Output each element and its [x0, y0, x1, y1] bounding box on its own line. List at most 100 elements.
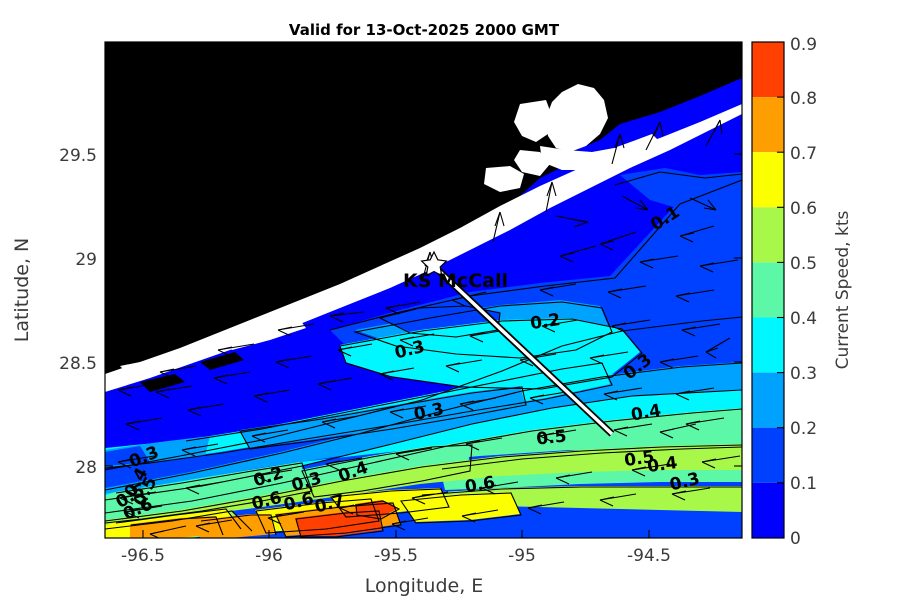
lagoon-sliver-2 [225, 320, 306, 350]
vector-arrow [545, 181, 557, 213]
vector-arrow [675, 387, 715, 401]
vector-arrow [705, 119, 723, 147]
band-0.7-0.8-sw [130, 516, 222, 538]
vector-arrow [385, 301, 421, 315]
colorbar-tick-label: 0.5 [790, 254, 817, 274]
colorbar-tick-label: 0.1 [790, 474, 817, 494]
vector-arrow [125, 417, 163, 431]
colorbar-tick-label: 0.7 [790, 144, 817, 164]
vector-arrow [267, 511, 305, 525]
vector-arrow [195, 519, 233, 533]
colorbar-ticks [777, 96, 784, 484]
vector-arrow [599, 231, 637, 251]
colorbar: 0.9 0.8 0.7 0.6 0.5 0.4 0.3 0.2 0.1 0 Cu… [751, 35, 853, 549]
colorbar-swatch [752, 42, 784, 98]
vector-arrow [185, 481, 223, 495]
vector-arrow [181, 443, 219, 457]
current-vector-field [117, 119, 741, 538]
vector-arrow [529, 391, 567, 405]
vector-arrow [639, 255, 679, 269]
band-0.5-0.6-se2 [440, 488, 742, 508]
y-tick-label: 28 [75, 458, 97, 478]
vector-arrow [599, 493, 637, 507]
vector-arrow [459, 397, 497, 411]
band-0.1-0.2-corner [620, 168, 742, 215]
vector-arrow [675, 289, 715, 303]
vector-arrow [317, 377, 353, 391]
vector-arrow [611, 319, 651, 333]
colorbar-swatch [752, 207, 784, 263]
band-0.2-0.3-inner [240, 386, 525, 448]
colorbar-tick-label: 0.2 [790, 419, 817, 439]
vector-arrow [701, 455, 741, 469]
colorbar-frame [751, 41, 785, 539]
vector-arrow [705, 337, 731, 359]
vector-arrow [681, 323, 721, 337]
lagoon-sliver-1 [120, 346, 210, 376]
x-axis-tick-labels: -96.5 -96 -95.5 -95 -94.5 [121, 546, 671, 566]
vector-arrow [621, 195, 649, 211]
vector-arrow [275, 355, 313, 369]
contour-label: 0.4 [646, 453, 679, 477]
colorbar-tick-label: 0.8 [790, 89, 817, 109]
vector-arrow [389, 405, 427, 419]
vector-arrow [391, 517, 429, 531]
vector-arrow [555, 471, 593, 485]
colorbar-swatch [752, 152, 784, 208]
east-bay [540, 134, 660, 170]
vector-arrow [539, 429, 577, 443]
vector-arrow [117, 383, 155, 397]
vector-arrow [613, 423, 653, 437]
y-axis-tick-labels: 28 28.5 29 29.5 [59, 146, 97, 478]
vector-arrow [187, 403, 225, 417]
vector-arrow [217, 343, 255, 357]
band-0.5-0.6-belt [105, 444, 742, 528]
vector-arrow [659, 423, 697, 439]
colorbar-tick-label: 0.6 [790, 199, 817, 219]
vector-arrow [445, 359, 483, 373]
vector-arrow [155, 385, 193, 399]
vector-arrow [411, 491, 449, 505]
vector-arrow [481, 481, 519, 495]
star-marker[interactable] [420, 250, 448, 277]
y-tick-label: 28.5 [59, 354, 97, 374]
vector-arrow [631, 463, 671, 477]
vector-arrow [339, 501, 377, 515]
page-title: Valid for 13-Oct-2025 2000 GMT [289, 21, 560, 39]
contour-label: 0.5 [535, 427, 567, 450]
colorbar-axis-label: Current Speed, kts [833, 211, 853, 370]
colorbar-swatch [752, 372, 784, 428]
vector-arrow [379, 367, 415, 381]
vector-arrow [119, 491, 157, 505]
x-tick-label: -96.5 [121, 546, 165, 566]
vector-arrow [213, 371, 251, 385]
colorbar-tick-label: 0.3 [790, 364, 817, 384]
vector-arrow [321, 415, 359, 429]
x-axis-label: Longitude, E [365, 575, 484, 597]
vector-arrow [461, 509, 499, 523]
vector-arrow [611, 133, 625, 165]
y-axis-label: Latitude, N [11, 238, 33, 343]
vector-arrow [559, 245, 597, 263]
vector-arrow [255, 469, 293, 483]
band-0.7-0.8-sw2 [200, 514, 275, 538]
x-tick-label: -94.5 [627, 546, 671, 566]
vector-arrow [539, 283, 577, 297]
vector-arrow [603, 387, 643, 401]
band-0.1-0.2-west [105, 446, 150, 466]
vector-arrow [671, 487, 711, 501]
coastal-islet-1 [140, 374, 185, 392]
vector-arrow [527, 501, 565, 515]
vector-arrow [689, 197, 717, 211]
vector-arrow [399, 333, 435, 347]
galveston-bay [546, 84, 608, 152]
x-tick-label: -95 [508, 546, 536, 566]
vector-arrow [251, 429, 289, 443]
colorbar-swatch [752, 97, 784, 153]
vector-arrow [125, 505, 163, 519]
vector-arrow [589, 351, 629, 365]
map-panel: KS McCall 0.1 0.2 0.3 0.3 0.3 0.4 0.5 0.… [11, 41, 743, 597]
vector-arrow [555, 215, 589, 228]
vector-arrow [149, 525, 187, 538]
colorbar-tick-label: 0.9 [790, 35, 817, 55]
